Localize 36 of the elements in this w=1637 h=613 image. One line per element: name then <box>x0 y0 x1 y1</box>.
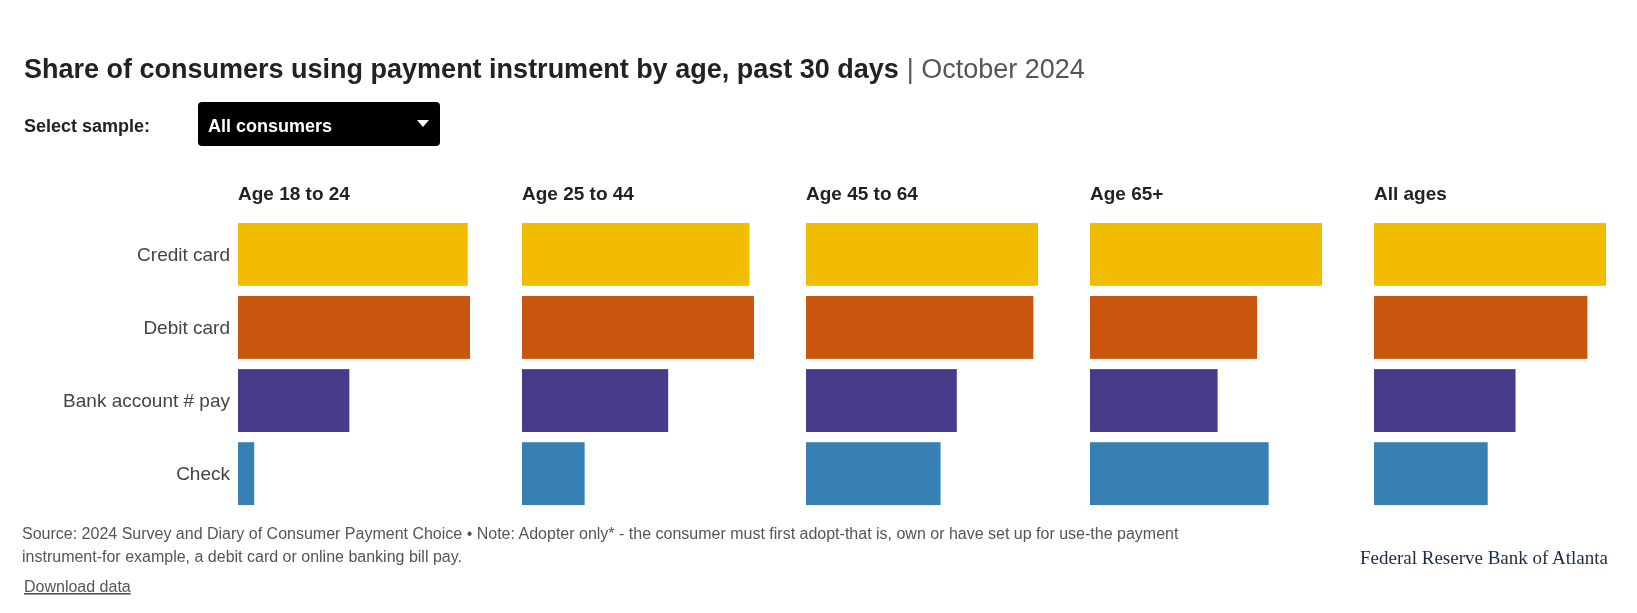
bar <box>1090 442 1269 506</box>
chart-title: Age 25 to 44 <box>522 183 635 204</box>
chart-title: Age 65+ <box>1090 183 1164 204</box>
chart-title: All ages <box>1374 183 1447 204</box>
bar <box>238 369 350 432</box>
bar <box>1374 369 1516 432</box>
bar <box>806 222 1038 286</box>
bar <box>522 442 585 506</box>
text: Download data <box>24 578 131 595</box>
y-tick-label: Check <box>176 463 231 485</box>
bar <box>806 369 957 432</box>
bar <box>1090 296 1258 359</box>
bar <box>238 222 468 286</box>
bar <box>238 296 470 359</box>
text: Federal Reserve Bank of Atlanta <box>1360 547 1609 568</box>
bar <box>1090 222 1322 286</box>
bar <box>1090 369 1218 432</box>
text: All consumers <box>208 116 333 136</box>
chart-title: Age 18 to 24 <box>238 183 351 204</box>
bar <box>806 442 941 506</box>
bar <box>238 442 255 506</box>
bar <box>806 296 1034 359</box>
bar <box>522 296 754 359</box>
y-tick-label: Bank account # pay <box>63 390 231 412</box>
bar <box>522 222 750 286</box>
text: Share of consumers using payment instrument by age, past 30 days <box>24 54 899 84</box>
source-note: Source: 2024 Survey and Diary of Consumer Payment Choice • Note: Adopter only* - the consumer must first adopt-that is, own or have set up for use-the payment instrument-for example, a debit card or online banking bill pay. <box>22 524 1180 567</box>
bar <box>522 369 669 432</box>
bar <box>1374 442 1488 506</box>
y-tick-label: Credit card <box>137 244 230 266</box>
bar <box>1374 222 1606 286</box>
chart-title: Age 45 to 64 <box>806 183 919 204</box>
y-tick-label: Debit card <box>143 317 230 339</box>
bar <box>1374 296 1588 359</box>
text: | October 2024 <box>906 54 1085 84</box>
text: Select sample: <box>24 116 151 136</box>
